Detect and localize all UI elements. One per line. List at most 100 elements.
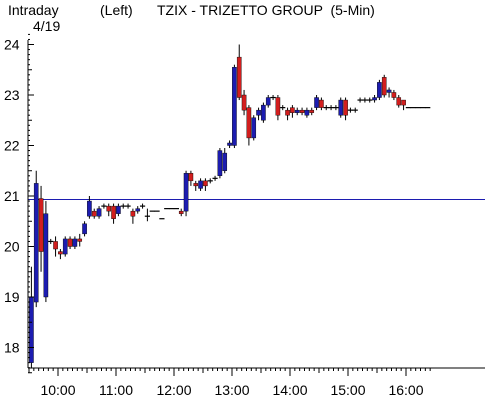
candle-1240 [212, 175, 218, 181]
candle-body [299, 109, 305, 113]
candle-body [227, 142, 232, 146]
candle-1545 [391, 89, 397, 101]
candle-body [96, 208, 102, 217]
candle-1505 [352, 107, 358, 113]
candle-1215 [188, 170, 194, 186]
candle-1250 [222, 148, 228, 174]
candle-body [285, 109, 290, 116]
candle-body [67, 238, 73, 247]
candle-body [256, 109, 261, 116]
candle-body [198, 180, 203, 189]
candle-body [82, 223, 87, 235]
candle-body [106, 205, 112, 212]
y-tick-label: 20 [4, 239, 20, 255]
candle-body [261, 104, 266, 121]
candle-body [43, 213, 49, 298]
candle-body [178, 210, 184, 214]
candle-1455 [343, 97, 348, 121]
candle-body [314, 97, 319, 108]
candle-1025 [82, 221, 87, 237]
candle-1350 [280, 105, 286, 111]
candle-1335 [265, 95, 271, 108]
header-mode-label: Intraday [8, 2, 59, 18]
candle-0950 [48, 238, 54, 244]
candle-body [294, 109, 300, 113]
candle-1530 [377, 79, 382, 101]
candle-1430 [319, 97, 324, 111]
candle-body [372, 97, 377, 101]
candle-1230 [203, 178, 208, 191]
candles-layer [29, 44, 431, 368]
candle-1515 [362, 97, 368, 103]
candle-body [193, 183, 199, 187]
candle-body [396, 97, 402, 106]
candle-body [116, 205, 121, 214]
candle-1325 [256, 107, 261, 121]
candle-1445 [333, 105, 339, 111]
candle-1440 [328, 105, 334, 111]
y-tick-label: 19 [4, 289, 20, 305]
candle-1255 [227, 140, 232, 149]
candle-1305 [236, 44, 242, 101]
candle-1210 [183, 170, 189, 217]
axes-layer: 18 19 20 21 22 23 24 10:00 11:00 12:00 13:00 14:00 1… [4, 33, 485, 398]
candle-body [275, 97, 281, 116]
candle-1425 [314, 95, 319, 111]
candle-body [236, 56, 242, 98]
candle-1525 [372, 95, 377, 103]
y-tick-label: 23 [4, 87, 20, 103]
candle-1105 [120, 203, 126, 209]
candle-1205 [178, 208, 184, 217]
candle-body [130, 210, 136, 217]
candle-0955 [53, 236, 58, 257]
x-tick-label: 15:00 [330, 382, 365, 398]
candle-body [377, 82, 382, 98]
candle-1415 [304, 107, 310, 118]
candle-1500 [347, 107, 353, 113]
candle-body [251, 117, 257, 139]
candle-1045 [101, 203, 107, 209]
candle-1015 [72, 236, 78, 250]
candle-1225 [198, 178, 203, 191]
candle-1035 [91, 208, 97, 219]
y-tick-label: 18 [4, 340, 20, 356]
candle-1100 [116, 203, 121, 217]
candle-1220 [193, 180, 199, 191]
candle-body [343, 99, 348, 116]
candle-body [241, 94, 247, 111]
chart-title: TZIX - TRIZETTO GROUP (5-Min) [157, 2, 375, 18]
x-tick-label: 13:00 [214, 382, 249, 398]
candle-1300 [232, 64, 237, 149]
candle-1235 [207, 178, 213, 184]
candle-body [135, 208, 141, 212]
candle-1410 [299, 107, 305, 116]
candle-body [62, 238, 68, 255]
candle-body [319, 99, 324, 108]
y-tick-label: 22 [4, 138, 20, 154]
candle-1115 [130, 208, 136, 224]
candle-body [58, 251, 63, 255]
candle-1310 [241, 89, 247, 116]
candle-1330 [261, 102, 266, 123]
candle-1000 [58, 249, 63, 260]
candle-1355 [285, 107, 290, 121]
candle-body [232, 67, 237, 146]
candle-1120 [135, 206, 141, 214]
candle-body [304, 109, 310, 116]
candle-body [77, 238, 83, 242]
candle-1050 [106, 203, 112, 217]
candle-0935 [33, 170, 39, 308]
candle-body [246, 107, 252, 139]
x-tick-label: 16:00 [388, 382, 423, 398]
candle-body [91, 210, 97, 217]
candle-body [188, 173, 194, 182]
candle-1510 [357, 97, 363, 103]
candle-body [33, 183, 39, 303]
candle-body [309, 109, 315, 113]
candle-1555 [401, 99, 406, 111]
candle-1005 [62, 236, 68, 257]
candle-1320 [251, 115, 257, 141]
